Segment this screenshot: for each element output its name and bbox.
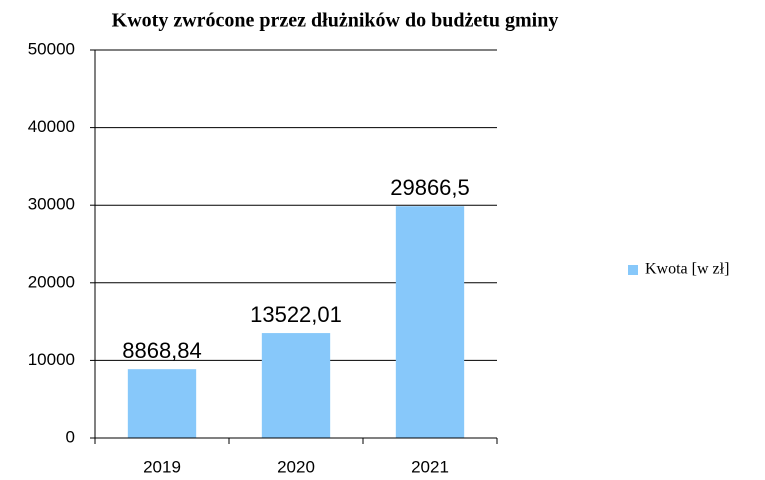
value-label: 8868,84 <box>122 338 202 363</box>
y-tick-label: 50000 <box>28 39 75 58</box>
value-label: 13522,01 <box>250 302 342 327</box>
x-tick-label: 2019 <box>143 457 181 476</box>
legend-label: Kwota [w zł] <box>645 261 729 278</box>
bar <box>395 206 465 438</box>
y-tick-label: 40000 <box>28 117 75 136</box>
y-tick-label: 0 <box>66 427 75 446</box>
x-tick-label: 2021 <box>411 457 449 476</box>
bar <box>261 333 331 438</box>
legend-swatch <box>628 265 638 275</box>
x-tick-label: 2020 <box>277 457 315 476</box>
value-label: 29866,5 <box>390 175 470 200</box>
chart-title: Kwoty zwrócone przez dłużników do budżet… <box>112 10 559 32</box>
y-tick-label: 10000 <box>28 350 75 369</box>
y-tick-label: 30000 <box>28 195 75 214</box>
bar <box>127 369 197 438</box>
y-tick-label: 20000 <box>28 272 75 291</box>
